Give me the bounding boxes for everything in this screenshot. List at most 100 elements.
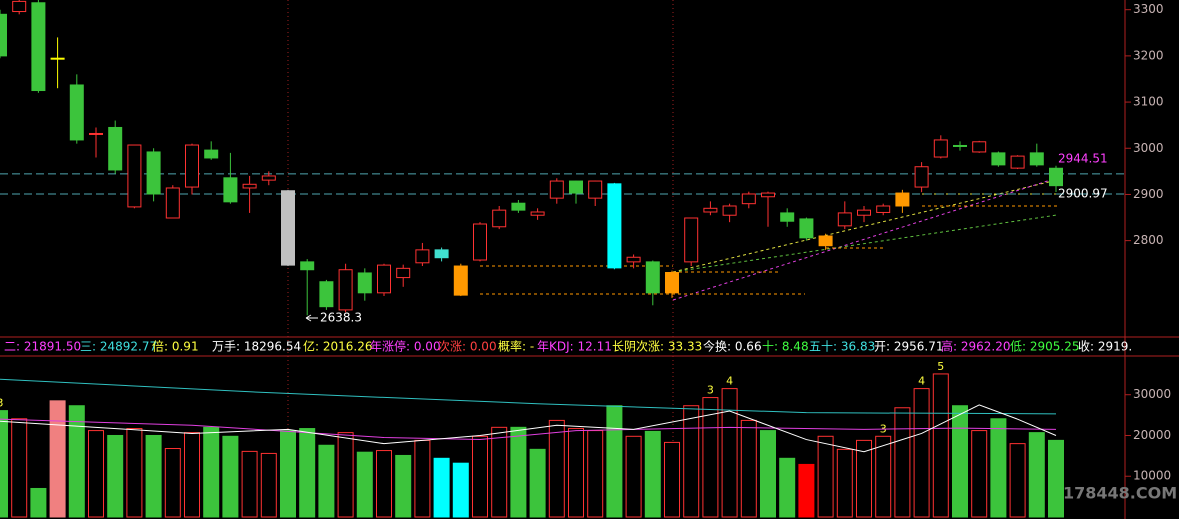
- candle-body: [204, 149, 219, 159]
- candle-body: [953, 144, 967, 147]
- price-line-label: 2944.51: [1058, 151, 1108, 165]
- candle-body: [626, 256, 641, 263]
- volume-bar: [376, 450, 392, 518]
- candle-body: [799, 218, 814, 239]
- candle-body: [89, 132, 103, 135]
- volume-note: 4: [726, 375, 733, 388]
- candle-body: [69, 84, 84, 141]
- volume-bar: [529, 448, 546, 518]
- candle-body: [415, 249, 430, 264]
- candle-body: [357, 272, 372, 294]
- volume-bar: [107, 434, 124, 518]
- volume-bar: [587, 430, 604, 518]
- volume-bar: [1009, 443, 1026, 518]
- info-item: 十: 8.48: [762, 340, 809, 354]
- trend-line: [672, 214, 1058, 273]
- volume-bar: [49, 400, 66, 518]
- volume-bar: [1028, 432, 1045, 518]
- info-item: 五十: 36.83: [809, 340, 875, 354]
- candle-body: [165, 187, 180, 219]
- candle-body: [0, 13, 7, 57]
- info-item: 开: 2956.71: [874, 340, 943, 354]
- volume-bar: [721, 388, 738, 518]
- y-tick-label: 10000: [1133, 469, 1171, 483]
- annotation-arrow: [305, 314, 312, 322]
- volume-bar: [414, 439, 431, 518]
- candle-body: [127, 144, 142, 208]
- trend-line: [672, 177, 1058, 301]
- candle-body: [530, 211, 545, 216]
- y-tick-label: 3000: [1133, 141, 1164, 155]
- volume-bar: [625, 435, 642, 518]
- candle-body: [223, 177, 238, 203]
- volume-ma-line: [0, 378, 1057, 415]
- candle-body: [396, 267, 411, 279]
- volume-ma-line: [0, 404, 1057, 453]
- candle-body: [991, 152, 1006, 166]
- volume-bar: [971, 430, 988, 518]
- volume-bar: [875, 435, 892, 518]
- candle-body: [50, 57, 65, 60]
- info-item: 收: 2919.: [1078, 340, 1132, 354]
- candle-body: [665, 271, 679, 294]
- volume-bar: [30, 487, 47, 518]
- volume-bar: [932, 373, 949, 518]
- volume-bar: [356, 451, 373, 518]
- volume-bar: [68, 405, 85, 518]
- candle-body: [492, 209, 507, 228]
- volume-bar: [164, 448, 181, 518]
- volume-bar: [318, 444, 335, 518]
- y-tick-label: 2900: [1133, 187, 1164, 201]
- volume-bar: [817, 435, 834, 518]
- volume-bar: [280, 430, 296, 518]
- volume-bar: [88, 430, 104, 518]
- volume-bar: [798, 463, 815, 518]
- info-item: 三: 24892.77: [80, 340, 157, 354]
- info-item: 今换: 0.66: [703, 339, 762, 354]
- candle-body: [1010, 155, 1025, 169]
- volume-ma-line: [0, 418, 1057, 441]
- candle-body: [876, 205, 891, 213]
- y-tick-label: 20000: [1133, 428, 1171, 442]
- info-item: 长阴次涨: 33.33: [612, 339, 702, 354]
- info-item: 年涨停: 0.00: [370, 339, 441, 354]
- candle-body: [645, 261, 660, 294]
- candle-body: [837, 212, 852, 227]
- info-item: 高: 2962.20: [941, 339, 1010, 354]
- candle-body: [319, 281, 334, 308]
- info-item: 二: 21891.50: [4, 340, 81, 354]
- volume-bar: [644, 430, 661, 518]
- candle-body: [818, 235, 833, 247]
- volume-bar: [260, 452, 277, 518]
- volume-bar: [856, 439, 872, 518]
- candle-body: [242, 183, 257, 189]
- info-item: 万手: 18296.54: [212, 340, 301, 354]
- info-item: 年KDJ: 12.11: [537, 340, 612, 354]
- candle-body: [703, 207, 718, 213]
- y-tick-label: 2800: [1133, 233, 1164, 247]
- candle-body: [607, 183, 622, 269]
- price-line-label: 2900.97: [1058, 186, 1108, 200]
- volume-bar: [203, 426, 220, 518]
- y-tick-label: 3200: [1133, 48, 1164, 62]
- volume-bar: [491, 426, 508, 518]
- volume-bar: [0, 410, 8, 518]
- candle-body: [473, 223, 487, 261]
- volume-bar: [299, 428, 316, 518]
- volume-bar: [222, 435, 239, 518]
- info-item: 概率: -: [498, 339, 534, 354]
- info-item: 次涨: 0.00: [438, 339, 497, 354]
- candle-body: [338, 269, 353, 311]
- volume-bar: [395, 454, 412, 518]
- volume-bar: [760, 430, 776, 518]
- candle-body: [895, 192, 910, 207]
- volume-bar: [836, 448, 853, 518]
- candle-body: [1029, 152, 1044, 166]
- candle-body: [185, 144, 199, 188]
- low-annotation: 2638.3: [320, 311, 362, 325]
- candle-body: [722, 205, 737, 216]
- candle-body: [1049, 167, 1063, 187]
- volume-bar: [568, 428, 584, 518]
- volume-bar: [683, 405, 700, 518]
